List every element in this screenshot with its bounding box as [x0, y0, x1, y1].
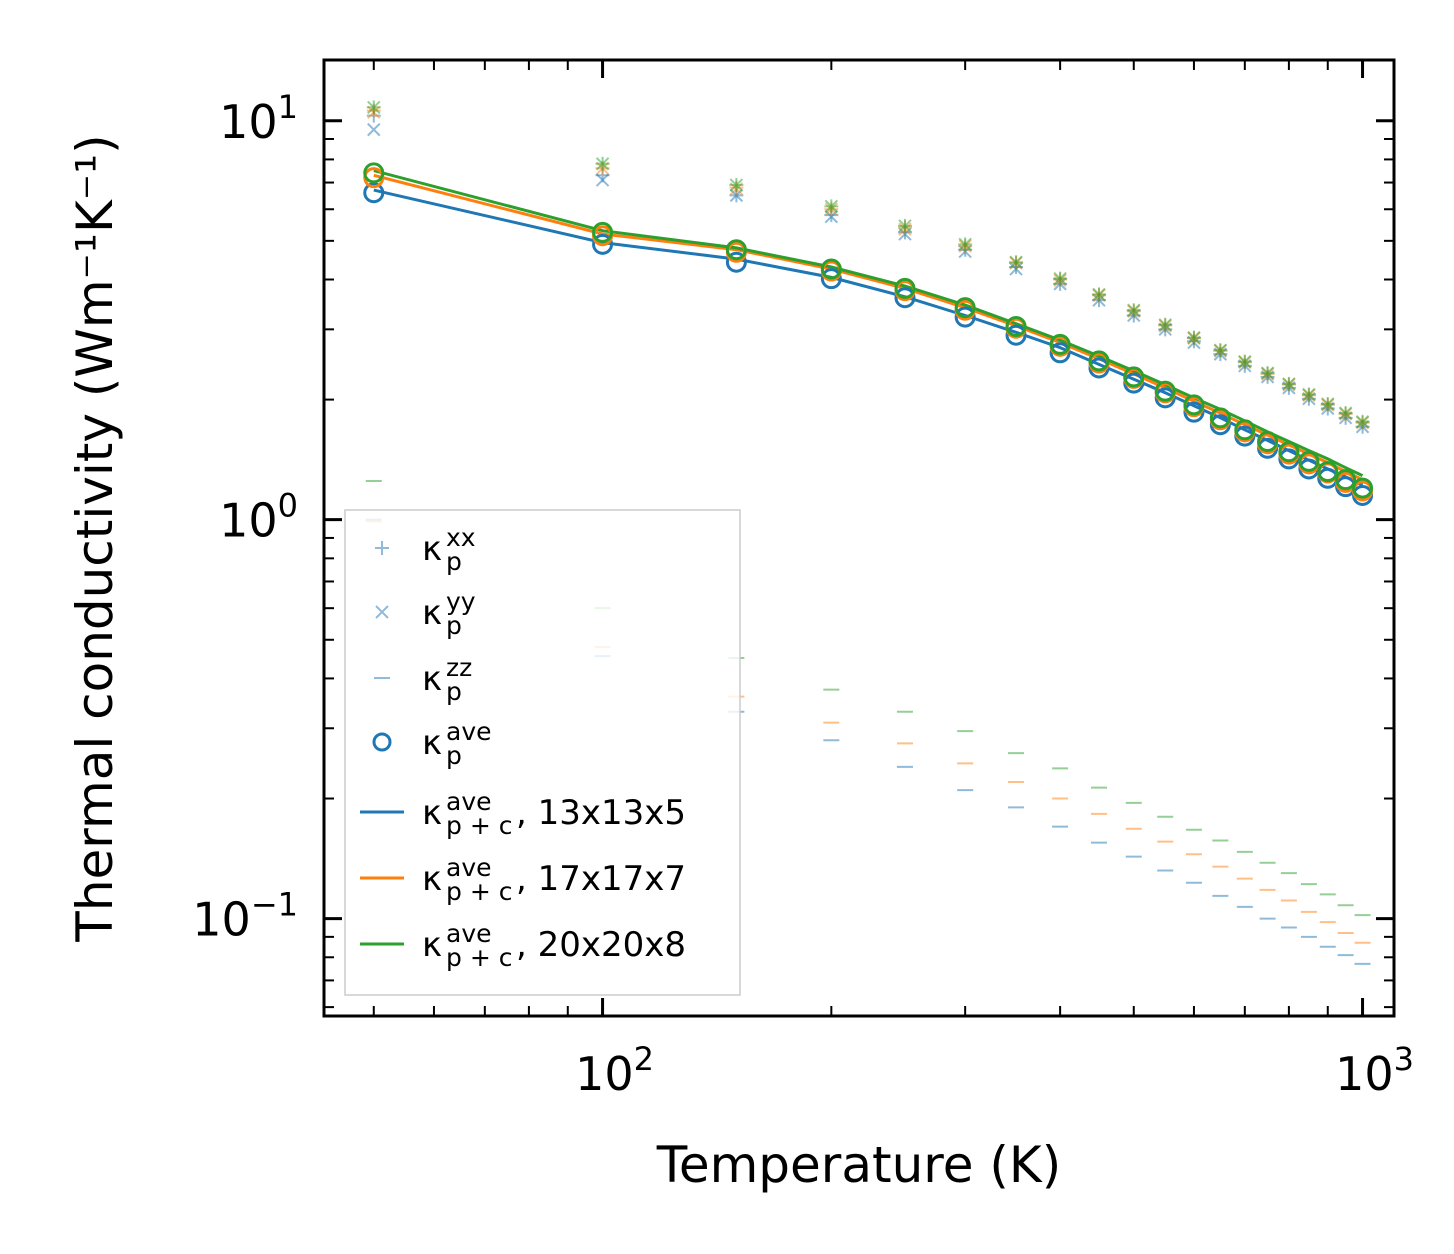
legend-label: κ ave p + c, 20x20x8	[422, 919, 686, 972]
kpc-line-20x20x8	[373, 169, 1364, 477]
kave-point	[725, 251, 747, 273]
kyy-point	[729, 188, 744, 203]
kave-point	[820, 268, 842, 290]
kave-point	[1317, 461, 1339, 483]
kyy-point	[367, 100, 381, 115]
kave-point	[363, 162, 385, 184]
plot-frame	[322, 58, 1396, 1018]
y-tick-label: 10−1	[192, 886, 298, 947]
kave-point	[1088, 350, 1110, 372]
kave-point	[1278, 441, 1300, 463]
kave-point	[954, 306, 976, 328]
scatter-markers	[365, 100, 1371, 965]
x-tick-label: 102	[575, 1040, 654, 1101]
kpc-line-13x13x5	[373, 188, 1364, 487]
kave-point	[820, 258, 842, 280]
kave-point	[1154, 380, 1176, 402]
legend-label: κ zz p	[422, 653, 472, 706]
average-markers	[363, 162, 1374, 506]
kyy-point	[1158, 318, 1172, 332]
kyy-point	[1187, 330, 1201, 345]
kyy-point	[1092, 287, 1106, 302]
legend-marker-x	[375, 605, 389, 619]
legend-frame	[344, 509, 741, 996]
kyy-point	[595, 173, 610, 187]
kyy-point	[1053, 271, 1067, 286]
legend-label: κ xx p	[422, 523, 476, 576]
legend-marker-plus	[375, 541, 389, 555]
kyy-point	[595, 157, 610, 171]
kyy-point	[958, 237, 972, 252]
kyy-point	[898, 219, 912, 233]
kave-point	[1335, 469, 1357, 491]
y-tick-label: 100	[219, 487, 298, 548]
kave-point	[1298, 450, 1320, 472]
kave-point	[1123, 366, 1145, 388]
kyy-point	[1355, 415, 1370, 429]
legend-marker-circle	[372, 732, 392, 752]
legend: κ xx p κ yy p κ zz p κ ave p κ ave p + c, 13x13x5 κ ave p…	[344, 509, 741, 996]
kave-point	[592, 221, 614, 243]
legend-label: κ ave p	[422, 717, 492, 770]
legend-label: κ ave p + c, 17x17x7	[422, 853, 686, 906]
kave-point	[725, 239, 747, 261]
kave-point	[894, 277, 916, 299]
kave-point	[1183, 394, 1205, 416]
kave-point	[363, 182, 385, 204]
kave-point	[1005, 324, 1027, 346]
y-axis-title: Thermal conductivity (Wm⁻¹K⁻¹)	[66, 134, 124, 942]
legend-label: κ yy p	[422, 587, 476, 640]
kyy-point	[1338, 406, 1353, 420]
kyy-point	[1282, 377, 1296, 391]
plot-area	[363, 100, 1374, 965]
kyy-point	[824, 199, 839, 214]
kave-point	[1209, 407, 1231, 429]
y-tick-label: 101	[219, 88, 298, 149]
kave-point	[1049, 333, 1071, 355]
x-axis-title: Temperature (K)	[656, 1136, 1061, 1194]
x-tick-label: 103	[1335, 1040, 1414, 1101]
minor-ticks	[324, 60, 1394, 1016]
kave-point	[592, 233, 614, 255]
legend-label: κ ave p + c, 13x13x5	[422, 787, 686, 840]
kave-point	[894, 287, 916, 309]
kyy-point	[367, 122, 381, 137]
kyy-point	[1127, 303, 1141, 317]
kyy-point	[1260, 366, 1275, 380]
kyy-point	[1302, 387, 1316, 402]
kave-point	[1049, 342, 1071, 364]
major-ticks	[324, 60, 1394, 1016]
kave-point	[1352, 477, 1374, 499]
kyy-point	[1213, 343, 1228, 357]
kyy-point	[729, 178, 744, 192]
kyy-point	[1321, 397, 1335, 411]
kyy-point	[1009, 255, 1023, 269]
kave-point	[954, 297, 976, 319]
tick-labels: 102 103 10−1 100 101	[192, 88, 1414, 1101]
kave-point	[1257, 431, 1279, 453]
kave-point	[1183, 401, 1205, 423]
kave-point	[1005, 315, 1027, 337]
kyy-point	[1238, 354, 1252, 369]
kave-point	[1234, 419, 1256, 441]
